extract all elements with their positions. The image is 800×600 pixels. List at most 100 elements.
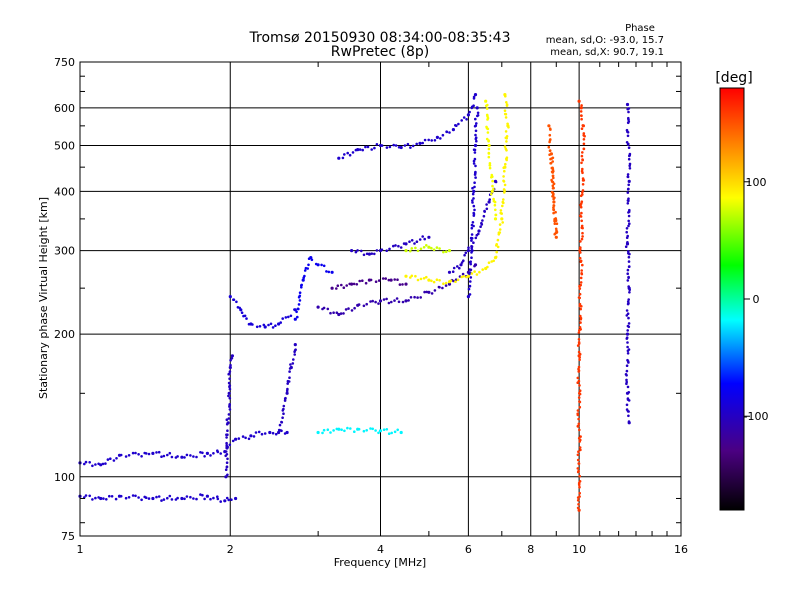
data-point (493, 200, 497, 204)
data-point (267, 323, 270, 327)
data-point (463, 253, 466, 257)
data-point (300, 286, 303, 289)
data-point (626, 173, 630, 176)
data-point (281, 317, 285, 320)
data-point (483, 210, 487, 213)
data-point (470, 233, 474, 236)
x-tick-label: 6 (465, 543, 472, 556)
data-point (241, 435, 245, 438)
data-point (109, 457, 112, 461)
data-point (472, 197, 475, 200)
data-point (433, 139, 437, 142)
colorbar (720, 88, 744, 510)
data-point (144, 452, 148, 455)
data-point (280, 421, 284, 424)
data-point (552, 197, 555, 201)
data-point (581, 231, 584, 235)
data-point (578, 440, 581, 443)
data-point (329, 431, 332, 434)
data-point (365, 252, 369, 256)
data-point (499, 209, 503, 212)
data-point (502, 198, 505, 201)
data-point (320, 263, 323, 267)
data-point (226, 473, 229, 477)
data-point (581, 179, 585, 182)
data-point (335, 287, 338, 290)
data-point (287, 315, 290, 319)
data-point (579, 321, 582, 324)
data-point (581, 151, 584, 154)
data-point (578, 352, 582, 356)
data-point (397, 244, 400, 248)
data-point (628, 167, 632, 170)
data-point (579, 215, 583, 218)
data-point (293, 353, 297, 356)
y-tick-label: 600 (54, 102, 75, 115)
data-point (578, 356, 581, 359)
data-point (227, 381, 231, 385)
y-tick-label: 100 (54, 471, 75, 484)
data-point (228, 295, 232, 299)
data-point (581, 124, 585, 127)
data-point (245, 317, 248, 320)
data-point (627, 285, 630, 288)
data-point (254, 431, 258, 434)
data-point (228, 403, 231, 406)
data-point (626, 268, 630, 272)
data-point (185, 453, 189, 457)
data-point (283, 432, 287, 435)
data-point (224, 450, 228, 453)
data-point (625, 309, 629, 312)
data-point (552, 186, 555, 190)
data-point (487, 200, 491, 204)
data-point (466, 113, 470, 117)
data-point (374, 429, 377, 432)
data-point (102, 497, 105, 500)
data-point (581, 167, 584, 171)
x-tick-label: 4 (377, 543, 384, 556)
data-point (464, 251, 468, 255)
chart-subtitle: RwPretec (8p) (331, 44, 429, 60)
data-point (288, 370, 291, 373)
data-point (550, 166, 554, 170)
data-point (552, 200, 556, 204)
data-point (425, 275, 428, 279)
data-point (374, 280, 378, 284)
data-point (168, 494, 172, 498)
data-point (258, 325, 262, 328)
data-point (355, 283, 359, 286)
data-point (358, 279, 362, 283)
data-point (474, 117, 477, 121)
data-point (430, 139, 434, 142)
data-point (326, 428, 330, 432)
data-point (580, 237, 584, 241)
data-point (340, 428, 343, 432)
data-point (626, 345, 629, 349)
data-point (115, 457, 118, 460)
data-point (303, 269, 307, 272)
data-point (370, 148, 374, 151)
data-point (578, 474, 581, 478)
data-point (382, 428, 386, 432)
data-point (228, 370, 232, 373)
data-point (456, 278, 460, 282)
data-point (577, 450, 580, 454)
data-point (435, 135, 439, 139)
data-point (119, 494, 123, 498)
data-point (488, 163, 492, 167)
data-point (279, 429, 283, 432)
data-point (627, 157, 631, 161)
data-point (83, 462, 86, 466)
data-point (230, 356, 234, 360)
data-point (628, 288, 631, 292)
data-point (205, 451, 209, 455)
data-point (578, 284, 581, 288)
data-point (349, 427, 352, 430)
data-point (271, 431, 275, 435)
data-point (576, 344, 580, 347)
data-point (576, 453, 580, 457)
data-point (433, 289, 437, 292)
data-point (277, 322, 281, 326)
data-point (492, 187, 495, 191)
data-point (627, 146, 631, 149)
